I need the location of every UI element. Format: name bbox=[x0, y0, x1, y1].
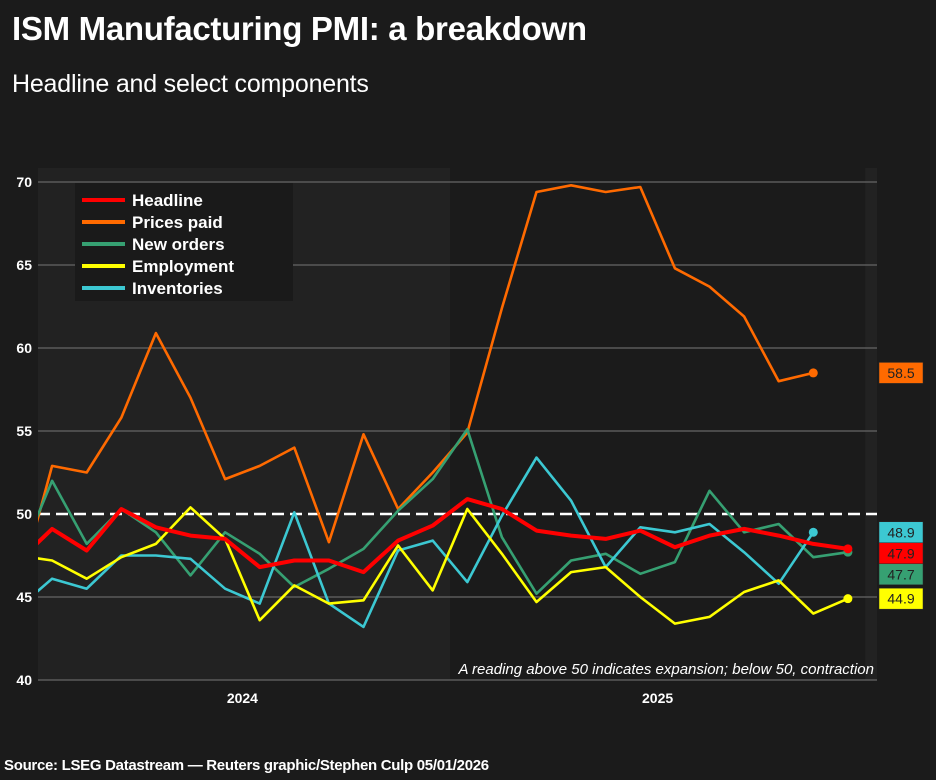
value-tag-label: 58.5 bbox=[887, 365, 914, 381]
value-tag-label: 44.9 bbox=[887, 591, 914, 607]
series-line bbox=[38, 184, 814, 544]
legend-label: Headline bbox=[132, 191, 203, 210]
value-tag-label: 47.7 bbox=[887, 566, 914, 582]
legend: Headline Prices paid New orders Employment I… bbox=[75, 183, 293, 301]
series-lines bbox=[38, 184, 853, 629]
series-end-marker bbox=[843, 544, 853, 554]
x-axis-ticks: 2024 2025 bbox=[227, 690, 674, 706]
series-employment bbox=[38, 506, 849, 625]
year-band-next bbox=[865, 168, 877, 680]
x-tick-label: 2025 bbox=[642, 690, 673, 706]
series-end-marker bbox=[808, 527, 818, 537]
y-tick-label: 40 bbox=[16, 672, 32, 688]
y-tick-label: 60 bbox=[16, 340, 32, 356]
chart-subtitle: Headline and select components bbox=[12, 70, 369, 98]
value-tag-new-orders: 47.7 bbox=[878, 563, 924, 586]
y-axis-ticks: 40 45 50 55 60 65 70 bbox=[16, 174, 32, 688]
legend-label: Prices paid bbox=[132, 213, 223, 232]
series-line bbox=[38, 506, 849, 625]
series-prices-paid bbox=[38, 184, 814, 544]
chart-annotation: A reading above 50 indicates expansion; … bbox=[457, 661, 874, 678]
value-tag-label: 48.9 bbox=[887, 524, 914, 540]
y-tick-label: 65 bbox=[16, 257, 32, 273]
y-tick-label: 55 bbox=[16, 423, 32, 439]
source-note: Source: LSEG Datastream — Reuters graphi… bbox=[4, 757, 489, 774]
series-line bbox=[38, 456, 815, 629]
chart-title: ISM Manufacturing PMI: a breakdown bbox=[12, 10, 587, 47]
series-end-marker bbox=[843, 594, 853, 604]
value-tag-headline: 47.9 bbox=[878, 542, 924, 565]
value-tag-prices-paid: 58.5 bbox=[878, 362, 924, 384]
legend-label: New orders bbox=[132, 235, 225, 254]
end-value-tags: 58.5 48.9 47.9 47.7 44.9 bbox=[878, 362, 924, 610]
series-line bbox=[38, 497, 849, 575]
y-tick-label: 70 bbox=[16, 174, 32, 190]
value-tag-inventories: 48.9 bbox=[878, 521, 924, 544]
y-tick-label: 50 bbox=[16, 506, 32, 522]
x-tick-label: 2024 bbox=[227, 690, 258, 706]
series-line bbox=[38, 427, 849, 596]
value-tag-label: 47.9 bbox=[887, 545, 914, 561]
series-inventories bbox=[38, 456, 815, 629]
series-headline bbox=[38, 497, 849, 575]
series-end-marker bbox=[808, 368, 818, 378]
legend-label: Employment bbox=[132, 257, 234, 276]
value-tag-employment: 44.9 bbox=[878, 587, 924, 610]
legend-label: Inventories bbox=[132, 279, 223, 298]
value-tag-box bbox=[878, 563, 924, 586]
y-tick-label: 45 bbox=[16, 589, 32, 605]
value-tag-box bbox=[878, 587, 924, 610]
value-tag-box bbox=[878, 362, 924, 384]
series-new-orders bbox=[38, 427, 849, 596]
